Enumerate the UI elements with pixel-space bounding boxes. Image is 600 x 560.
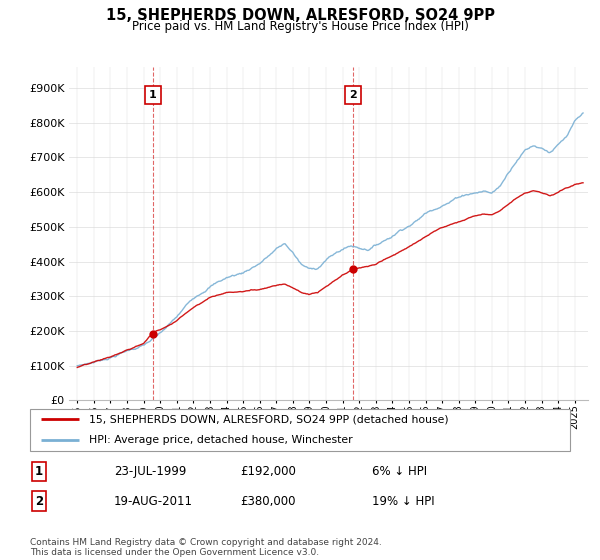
Text: 2: 2 [35, 494, 43, 508]
Text: Contains HM Land Registry data © Crown copyright and database right 2024.
This d: Contains HM Land Registry data © Crown c… [30, 538, 382, 557]
Text: £380,000: £380,000 [240, 494, 296, 508]
FancyBboxPatch shape [30, 409, 570, 451]
Text: 2: 2 [349, 90, 357, 100]
Text: 15, SHEPHERDS DOWN, ALRESFORD, SO24 9PP: 15, SHEPHERDS DOWN, ALRESFORD, SO24 9PP [106, 8, 494, 24]
Text: 1: 1 [149, 90, 157, 100]
Text: HPI: Average price, detached house, Winchester: HPI: Average price, detached house, Winc… [89, 435, 353, 445]
Text: 23-JUL-1999: 23-JUL-1999 [114, 465, 187, 478]
Text: Price paid vs. HM Land Registry's House Price Index (HPI): Price paid vs. HM Land Registry's House … [131, 20, 469, 32]
Text: £192,000: £192,000 [240, 465, 296, 478]
Text: 1: 1 [35, 465, 43, 478]
Text: 19-AUG-2011: 19-AUG-2011 [114, 494, 193, 508]
Text: 6% ↓ HPI: 6% ↓ HPI [372, 465, 427, 478]
Text: 15, SHEPHERDS DOWN, ALRESFORD, SO24 9PP (detached house): 15, SHEPHERDS DOWN, ALRESFORD, SO24 9PP … [89, 414, 449, 424]
Text: 19% ↓ HPI: 19% ↓ HPI [372, 494, 434, 508]
